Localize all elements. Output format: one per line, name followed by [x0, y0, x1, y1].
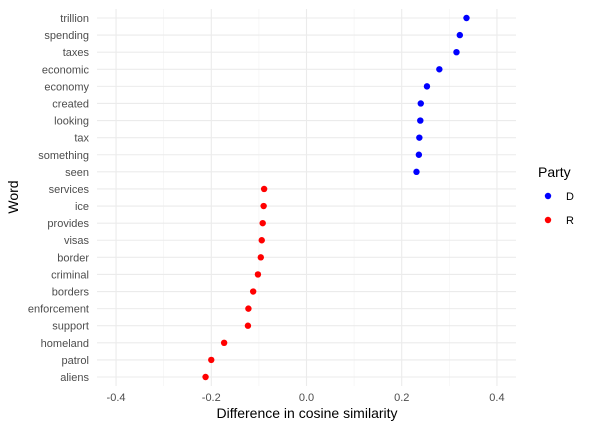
y-tick-label: services: [49, 184, 90, 196]
data-point: [417, 117, 424, 124]
y-tick-label: tax: [74, 133, 89, 145]
x-axis-title: Difference in cosine similarity: [216, 405, 397, 421]
data-point: [416, 134, 423, 141]
y-tick-label: homeland: [41, 338, 89, 350]
y-tick-label: spending: [44, 30, 89, 42]
y-tick-label: economic: [42, 64, 90, 76]
y-tick-label: border: [57, 252, 89, 264]
x-tick-label: 0.4: [489, 392, 504, 404]
legend-label-r: R: [566, 215, 574, 227]
data-point: [244, 322, 252, 329]
data-point: [202, 373, 209, 381]
data-point: [259, 219, 266, 227]
legend-key-r: [544, 216, 552, 224]
y-tick-label: patrol: [61, 355, 89, 367]
x-tick-label: 0.2: [394, 392, 409, 404]
legend-key-d: [544, 192, 552, 200]
y-tick-label: support: [52, 321, 89, 333]
y-tick-labels: trillion spending taxes economic economy crea…: [28, 13, 90, 384]
x-tick-label: -0.2: [202, 392, 221, 404]
x-tick-labels: -0.4 -0.2 0.0 0.2 0.4: [107, 392, 505, 404]
data-point: [208, 356, 215, 364]
data-point: [257, 254, 264, 261]
data-point: [463, 14, 470, 22]
data-point: [260, 185, 268, 193]
y-axis-title: Word: [5, 180, 21, 213]
y-tick-label: criminal: [51, 269, 89, 281]
y-tick-label: enforcement: [28, 304, 89, 316]
data-point: [260, 202, 267, 210]
y-tick-label: seen: [65, 167, 89, 179]
legend-label-d: D: [566, 191, 574, 203]
grid: [97, 9, 516, 386]
y-tick-label: provides: [47, 218, 89, 230]
y-tick-label: created: [52, 98, 89, 110]
y-tick-label: looking: [54, 116, 89, 128]
data-point: [258, 237, 265, 244]
y-tick-label: trillion: [60, 13, 89, 25]
data-point: [423, 83, 431, 90]
legend-title: Party: [538, 164, 571, 180]
data-point: [254, 271, 262, 278]
data-point: [417, 100, 424, 107]
data-point: [245, 305, 252, 312]
y-tick-label: economy: [44, 81, 89, 93]
data-point: [415, 151, 423, 158]
x-tick-label: 0.0: [299, 392, 314, 404]
y-tick-label: visas: [64, 235, 90, 247]
data-point: [456, 31, 464, 39]
y-tick-label: something: [38, 150, 89, 162]
y-tick-label: taxes: [63, 47, 90, 59]
data-points: [202, 14, 470, 381]
data-point: [453, 48, 460, 56]
data-point: [436, 66, 443, 73]
data-point: [249, 288, 257, 295]
y-tick-label: borders: [52, 287, 90, 299]
data-point: [220, 339, 228, 347]
data-point: [413, 168, 420, 176]
y-tick-label: aliens: [60, 372, 89, 384]
x-tick-label: -0.4: [107, 392, 126, 404]
y-tick-label: ice: [75, 201, 89, 213]
legend: Party D R: [538, 164, 574, 227]
